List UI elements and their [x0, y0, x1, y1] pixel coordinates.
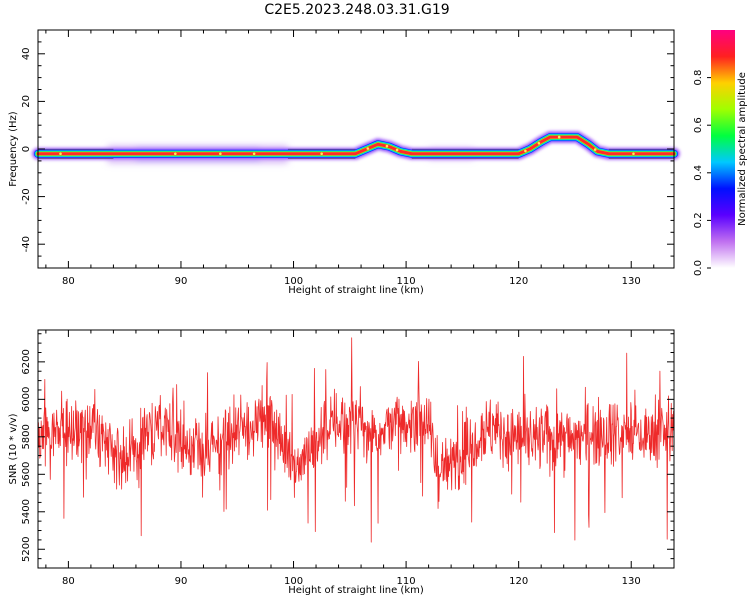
heatmap-x-tick-label: 130 [622, 276, 641, 287]
snr-y-axis-label: SNR (10 * v/v) [8, 413, 19, 484]
snr-x-tick-label: 90 [175, 576, 188, 587]
snr-y-ticks: 6200 6000 5800 5600 5400 5200 [21, 333, 674, 569]
snr-x-tick-label: 80 [62, 576, 75, 587]
heatmap-x-tick-label: 120 [509, 276, 528, 287]
snr-y-tick-label: 6000 [21, 387, 32, 412]
heatmap-peak-spot [632, 152, 635, 156]
snr-panel: 80 90 100 110 120 130 6200 6000 5800 5600 5400 520… [8, 329, 675, 596]
heatmap-x-tick-label: 110 [397, 276, 416, 287]
heatmap-peak-spot [252, 152, 256, 156]
snr-x-ticks: 80 90 100 110 120 130 [45, 330, 655, 587]
heatmap-y-tick-label: -40 [21, 236, 32, 252]
colorbar-tick-label: 0.0 [693, 260, 704, 276]
snr-x-tick-label: 100 [284, 576, 303, 587]
snr-x-tick-label: 130 [622, 576, 641, 587]
snr-x-tick-label: 120 [509, 576, 528, 587]
heatmap-peak-spot [174, 152, 177, 156]
snr-y-tick-label: 5800 [21, 424, 32, 449]
heatmap-y-tick-label: 20 [21, 95, 32, 108]
snr-series-line [38, 337, 674, 543]
heatmap-x-axis-label: Height of straight line (km) [288, 285, 424, 296]
colorbar-tick-label: 0.8 [693, 70, 704, 86]
snr-y-tick-label: 5600 [21, 462, 32, 487]
snr-x-tick-label: 110 [397, 576, 416, 587]
heatmap-peak-spot [537, 141, 541, 145]
heatmap-y-tick-label: 40 [21, 47, 32, 60]
heatmap-marks [31, 130, 681, 164]
heatmap-peak-spot [385, 144, 389, 148]
heatmap-peak-spot [366, 147, 370, 150]
colorbar-tick-label: 0.2 [693, 212, 704, 228]
colorbar-ticks: 0.0 0.2 0.4 0.6 0.8 [693, 70, 711, 276]
colorbar-tick-label: 0.4 [693, 165, 704, 181]
heatmap-band-layer [36, 135, 676, 156]
heatmap-x-tick-label: 80 [62, 276, 75, 287]
heatmap-x-tick-label: 90 [175, 276, 188, 287]
heatmap-y-axis-label: Frequency (Hz) [8, 111, 19, 187]
heatmap-y-tick-label: -20 [21, 188, 32, 204]
heatmap-x-ticks: 80 90 100 110 120 130 [45, 30, 655, 287]
colorbar-tick-label: 0.6 [693, 117, 704, 133]
snr-y-tick-label: 5400 [21, 499, 32, 524]
snr-y-tick-label: 6200 [21, 349, 32, 374]
snr-frame [37, 329, 675, 569]
snr-x-axis-label: Height of straight line (km) [288, 585, 424, 596]
heatmap-peak-spot [593, 148, 597, 151]
heatmap-y-ticks: 40 20 0 -20 -40 [21, 29, 674, 269]
heatmap-peak-spot [219, 152, 222, 156]
colorbar: 0.0 0.2 0.4 0.6 0.8 Normalized spectral ampl… [693, 30, 748, 276]
figure-title: C2E5.2023.248.03.31.G19 [264, 2, 449, 18]
heatmap-x-tick-label: 100 [284, 276, 303, 287]
heatmap-peak-spot [395, 148, 399, 152]
heatmap-panel: 80 90 100 110 120 130 40 20 0 -20 -40 Height of s… [8, 29, 681, 296]
heatmap-peak-spot [557, 135, 561, 139]
snr-y-tick-label: 5200 [21, 537, 32, 562]
colorbar-label: Normalized spectral amplitude [737, 72, 748, 226]
heatmap-peak-spot [524, 149, 527, 153]
colorbar-gradient [711, 30, 735, 268]
heatmap-peak-spot [320, 152, 323, 156]
heatmap-y-tick-label: 0 [21, 146, 32, 152]
heatmap-peak-spot [59, 152, 62, 156]
